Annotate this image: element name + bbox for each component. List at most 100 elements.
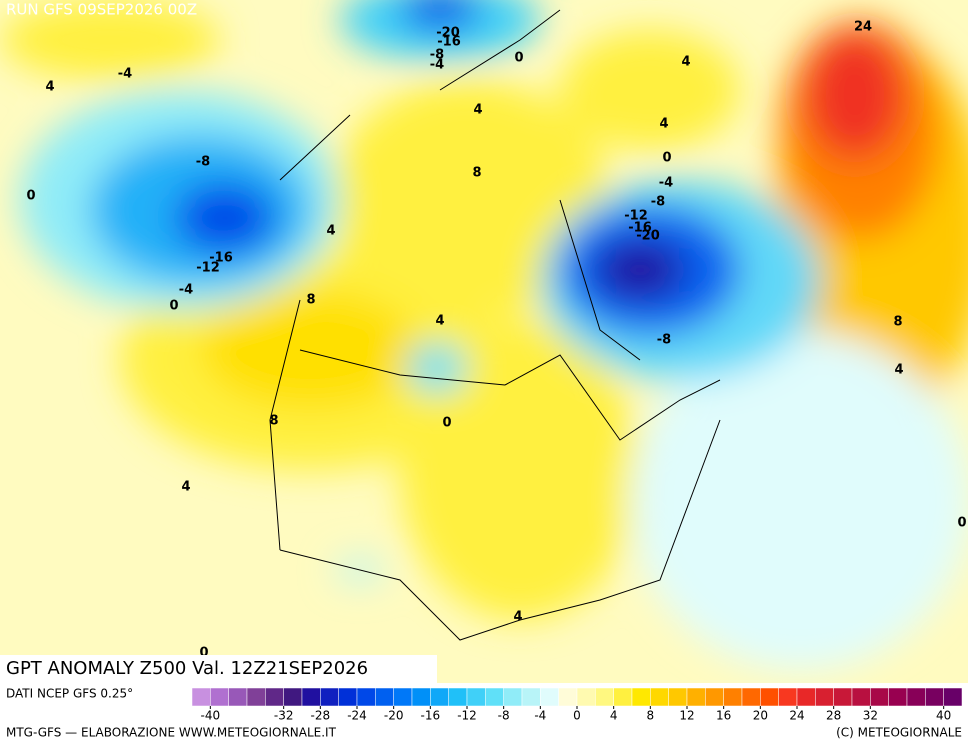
contour-label: -16 (628, 221, 652, 236)
colorbar-tick-label: 4 (610, 709, 618, 723)
contour-label: 4 (326, 224, 335, 239)
colorbar-tick-label: 28 (826, 709, 841, 723)
colorbar-swatch (210, 687, 229, 707)
colorbar-tick-label: 40 (936, 709, 951, 723)
colorbar-swatch (191, 687, 211, 707)
colorbar-swatch (466, 687, 486, 707)
colorbar-swatch (760, 687, 779, 707)
colorbar-swatch (686, 687, 706, 707)
contour-label: -8 (430, 48, 444, 63)
colorbar-swatch (613, 687, 633, 707)
colorbar-swatch (356, 687, 376, 707)
colorbar-tick-label: -24 (347, 709, 367, 723)
colorbar-tick-label: 32 (863, 709, 878, 723)
colorbar-swatch (521, 687, 541, 707)
run-header: RUN GFS 09SEP2026 00Z (6, 1, 197, 19)
colorbar-swatch (888, 687, 908, 707)
colorbar-swatch (448, 687, 468, 707)
contour-label: 0 (26, 189, 35, 204)
contour-label: 8 (893, 315, 902, 330)
map-title: GPT ANOMALY Z500 Val. 12Z21SEP2026 (6, 658, 368, 679)
colorbar-swatch (870, 687, 889, 707)
colorbar-swatch (485, 687, 504, 707)
colorbar-swatch (411, 687, 431, 707)
colorbar-swatch (576, 687, 596, 707)
colorbar-swatch (540, 687, 559, 707)
title-box (0, 655, 437, 683)
contour-label: 0 (169, 299, 178, 314)
colorbar-swatch (906, 687, 926, 707)
contour-label: -16 (209, 251, 233, 266)
contour-label: 4 (513, 610, 522, 625)
colorbar-tick-label: 24 (789, 709, 804, 723)
contour-label: 8 (472, 166, 481, 181)
colorbar-swatch (705, 687, 724, 707)
contour-label: 0 (199, 646, 208, 661)
colorbar-tick-label: -16 (421, 709, 441, 723)
contour-label: -4 (179, 283, 193, 298)
colorbar-tick-label: -40 (201, 709, 221, 723)
contour-label: 4 (45, 80, 54, 95)
contour-label: 4 (681, 55, 690, 70)
contour-label: 4 (473, 103, 482, 118)
colorbar-tick-label: 12 (679, 709, 694, 723)
colorbar-tick-label: 0 (573, 709, 581, 723)
colorbar-swatch (301, 687, 321, 707)
colorbar-tick-label: 20 (753, 709, 768, 723)
colorbar-swatch (815, 687, 834, 707)
contour-label: -8 (196, 155, 210, 170)
map (0, 0, 968, 684)
contour-label: 8 (269, 414, 278, 429)
contour-label: -12 (624, 209, 648, 224)
colorbar-swatch (320, 687, 339, 707)
colorbar-swatch (668, 687, 688, 707)
colorbar-swatch (246, 687, 266, 707)
contour-label: 4 (894, 363, 903, 378)
colorbar-swatch (851, 687, 871, 707)
colorbar-swatch (778, 687, 798, 707)
colorbar-swatch (796, 687, 816, 707)
contour-label: -4 (118, 67, 132, 82)
contour-label: -20 (636, 229, 660, 244)
contour-label: -8 (657, 333, 671, 348)
colorbar-tick-label: -20 (384, 709, 404, 723)
colorbar-swatch (723, 687, 743, 707)
contour-label: -16 (437, 35, 461, 50)
anomaly-field (0, 0, 968, 670)
colorbar-swatch (283, 687, 303, 707)
contour-label: 4 (659, 117, 668, 132)
colorbar-tick-label: -4 (534, 709, 546, 723)
contour-label: -4 (430, 58, 444, 73)
colorbar-swatch (503, 687, 523, 707)
contour-label: 0 (662, 151, 671, 166)
contour-label: 4 (435, 314, 444, 329)
contour-label: 0 (514, 51, 523, 66)
contour-label: 0 (957, 516, 966, 531)
credit-note: MTG-GFS — ELABORAZIONE WWW.METEOGIORNALE… (6, 726, 337, 740)
colorbar-swatch (228, 687, 248, 707)
contour-label: -4 (659, 176, 673, 191)
contour-label: 0 (442, 416, 451, 431)
source-note: DATI NCEP GFS 0.25° (6, 687, 133, 701)
colorbar-swatch (375, 687, 394, 707)
colorbar-swatch (631, 687, 651, 707)
colorbar-swatch (265, 687, 284, 707)
colorbar-tick-label: -28 (311, 709, 331, 723)
contour-label: 24 (854, 20, 872, 35)
copyright-note: (C) METEOGIORNALE (836, 726, 962, 740)
colorbar-swatch (595, 687, 614, 707)
coastlines (269, 9, 721, 641)
colorbar-tick-label: 16 (716, 709, 731, 723)
contour-label: -12 (196, 261, 220, 276)
colorbar-swatch (741, 687, 761, 707)
colorbar-swatch (430, 687, 449, 707)
colorbar-swatch (393, 687, 413, 707)
contour-label: -20 (436, 26, 460, 41)
contour-label: -8 (651, 195, 665, 210)
colorbar-tick-label: -8 (498, 709, 510, 723)
colorbar-swatch (925, 687, 944, 707)
colorbar-tick-label: -12 (457, 709, 477, 723)
